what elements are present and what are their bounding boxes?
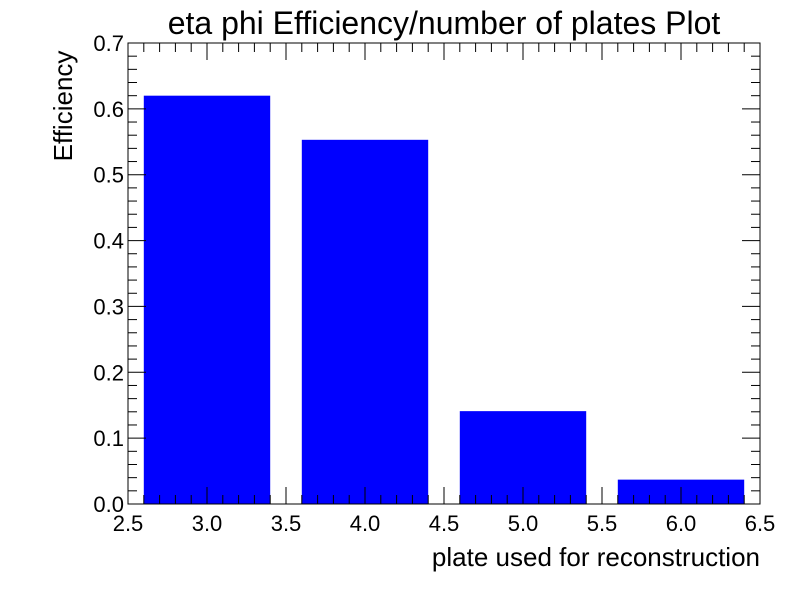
y-axis-title: Efficiency — [48, 51, 78, 162]
x-tick-label: 4.5 — [429, 511, 460, 536]
y-tick-label: 0.1 — [93, 426, 124, 451]
x-tick-label: 6.0 — [666, 511, 697, 536]
x-tick-label: 3.5 — [271, 511, 302, 536]
y-tick-label: 0.0 — [93, 492, 124, 517]
y-tick-label: 0.6 — [93, 97, 124, 122]
y-tick-label: 0.2 — [93, 360, 124, 385]
y-tick-label: 0.3 — [93, 294, 124, 319]
x-tick-label: 5.0 — [508, 511, 539, 536]
bar — [301, 139, 429, 504]
y-tick-label: 0.5 — [93, 163, 124, 188]
bars-layer — [143, 95, 745, 504]
bar — [143, 95, 271, 504]
x-tick-label: 6.5 — [745, 511, 776, 536]
y-tick-label: 0.7 — [93, 31, 124, 56]
x-tick-label: 2.5 — [113, 511, 144, 536]
x-tick-label: 4.0 — [350, 511, 381, 536]
chart-title: eta phi Efficiency/number of plates Plot — [168, 5, 721, 41]
tick-labels-layer: 2.5 3.0 3.5 4.0 4.5 5.0 5.5 6.0 6.5 0.0 0.1 0.2 0.3 0… — [93, 31, 775, 536]
x-axis-title: plate used for reconstruction — [432, 542, 760, 572]
ticks-layer — [127, 42, 761, 505]
x-tick-label: 3.0 — [192, 511, 223, 536]
plot-frame — [127, 42, 761, 505]
y-tick-label: 0.4 — [93, 229, 124, 254]
x-tick-label: 5.5 — [587, 511, 618, 536]
